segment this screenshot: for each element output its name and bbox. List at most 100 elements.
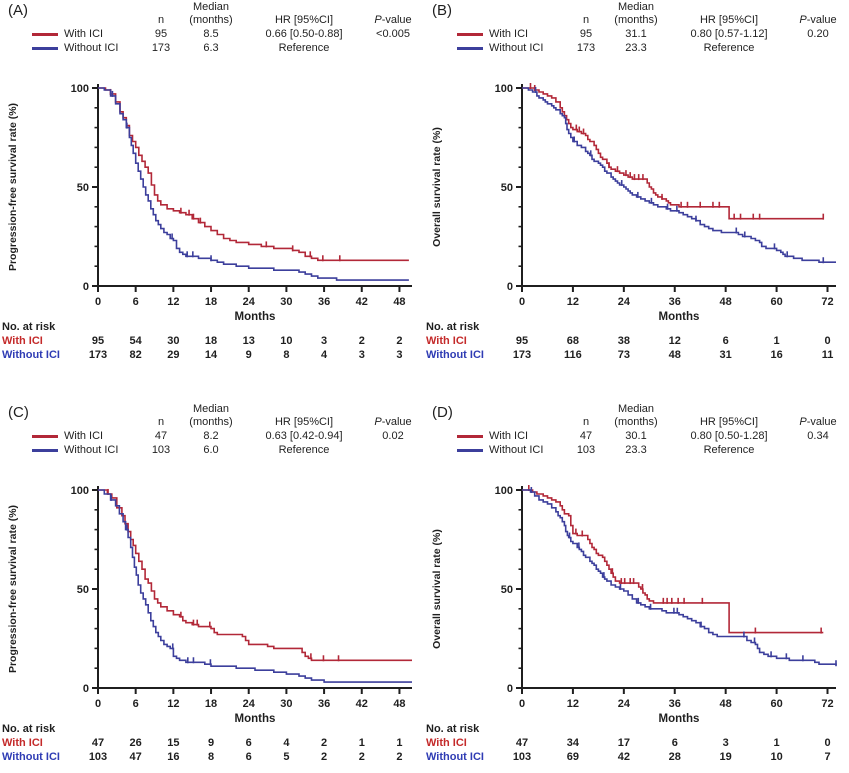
risk-count: 2 [359,751,365,763]
without-ici-pvalue [791,444,845,457]
y-axis-label: Overall survival rate (%) [431,127,443,247]
risk-count: 4 [283,737,290,749]
risk-count: 30 [167,335,179,347]
col-header-n: n [157,416,165,428]
with-ici-pvalue: 0.34 [807,430,829,442]
with-ici-median: 8.5 [203,28,219,40]
series-name-with-ici: With ICI [489,28,529,40]
series-name-with-ici: With ICI [64,28,104,40]
legend-spacer [489,1,567,27]
x-tick-label: 42 [356,296,368,308]
col-header-median-line1: Median [617,403,655,415]
y-tick-label: 100 [71,83,89,95]
risk-count: 116 [564,349,582,361]
risk-count: 47 [92,737,104,749]
y-tick-label: 100 [495,83,513,95]
x-tick-label: 30 [280,296,292,308]
risk-count: 0 [824,335,830,347]
with-ici-pvalue: 0.20 [807,28,829,40]
with-ici-line-swatch [32,435,58,438]
without-ici-pvalue [791,42,845,55]
risk-count: 8 [208,751,214,763]
x-tick-label: 0 [519,698,525,710]
risk-count: 5 [283,751,289,763]
x-tick-label: 24 [618,296,631,308]
col-header-hr-ci: HR [95%CI] [699,14,759,26]
risk-count: 95 [516,335,528,347]
km-curve-without-ici [98,489,412,683]
panel-label: (A) [8,2,28,19]
y-tick-label: 0 [507,683,513,695]
without-ici-pvalue [366,444,420,457]
with-ici-hr-ci: 0.63 [0.42-0.94] [265,430,343,442]
km-curve-without-ici [522,87,836,263]
col-header-hr-ci: HR [95%CI] [699,416,759,428]
panel-header: (D) n Median (months) HR [95%CI] P -value… [424,402,849,480]
x-tick-label: 6 [133,296,139,308]
panel-c: (C) n Median (months) HR [95%CI] P -value… [0,386,424,773]
risk-row-label: With ICI [426,335,467,347]
risk-count: 1 [774,335,780,347]
x-tick-label: 0 [95,698,101,710]
with-ici-n: 95 [154,28,168,40]
risk-count: 14 [205,349,218,361]
risk-count: 15 [167,737,179,749]
risk-row-label: Without ICI [426,751,484,763]
col-header-median-line1: Median [192,403,230,415]
with-ici-hr-ci: 0.80 [0.57-1.12] [690,28,768,40]
col-header-n: n [582,14,590,26]
y-tick-label: 0 [507,281,513,293]
legend-spacer [64,403,142,429]
col-header-pvalue: P -value [366,1,420,27]
pvalue-italic-p: P [799,416,807,428]
risk-row-label: Without ICI [426,349,484,361]
with-ici-line-swatch [32,33,58,36]
risk-count: 3 [359,349,365,361]
y-tick-label: 100 [495,485,513,497]
risk-count: 11 [822,349,834,361]
without-ici-median: 23.3 [625,42,647,54]
risk-count: 69 [567,751,579,763]
axes [97,486,412,689]
legend-swatch-without-ici [453,42,487,55]
risk-table-title: No. at risk [426,321,480,333]
risk-count: 173 [89,349,107,361]
x-tick-label: 12 [167,296,179,308]
with-ici-median: 30.1 [625,430,647,442]
km-curve-with-ici [522,489,824,634]
risk-count: 3 [396,349,402,361]
y-tick-label: 100 [71,485,89,497]
legend-swatch-with-ici [453,430,487,443]
x-tick-label: 36 [669,296,681,308]
x-tick-label: 60 [770,698,782,710]
series-name-with-ici: With ICI [489,430,529,442]
x-tick-label: 48 [720,296,732,308]
risk-count: 6 [246,751,252,763]
y-tick-label: 50 [501,584,513,596]
risk-count: 1 [396,737,402,749]
x-tick-label: 12 [567,698,579,710]
series-name-with-ici: With ICI [64,430,104,442]
x-tick-label: 48 [393,698,405,710]
legend-spacer [489,403,567,429]
y-tick-label: 50 [77,584,89,596]
col-header-median-line2: (months) [189,416,233,428]
risk-count: 54 [130,335,143,347]
legend-stats-table: n Median (months) HR [95%CI] P -value Wit… [453,403,845,457]
without-ici-hr-ci: Reference [278,444,330,456]
km-curve-with-ici [98,87,409,262]
series-name-without-ici: Without ICI [489,42,544,54]
risk-count: 7 [824,751,830,763]
x-tick-label: 0 [95,296,101,308]
km-curve-without-ici [522,489,837,666]
x-tick-label: 0 [519,296,525,308]
col-header-median: Median (months) [180,1,242,27]
with-ici-median: 31.1 [625,28,647,40]
risk-count: 16 [167,751,179,763]
x-tick-label: 60 [770,296,782,308]
x-tick-label: 48 [720,698,732,710]
x-axis-label: Months [659,713,700,725]
km-curve-without-ici [98,87,409,281]
with-ici-line-swatch [457,33,483,36]
x-tick-label: 36 [669,698,681,710]
